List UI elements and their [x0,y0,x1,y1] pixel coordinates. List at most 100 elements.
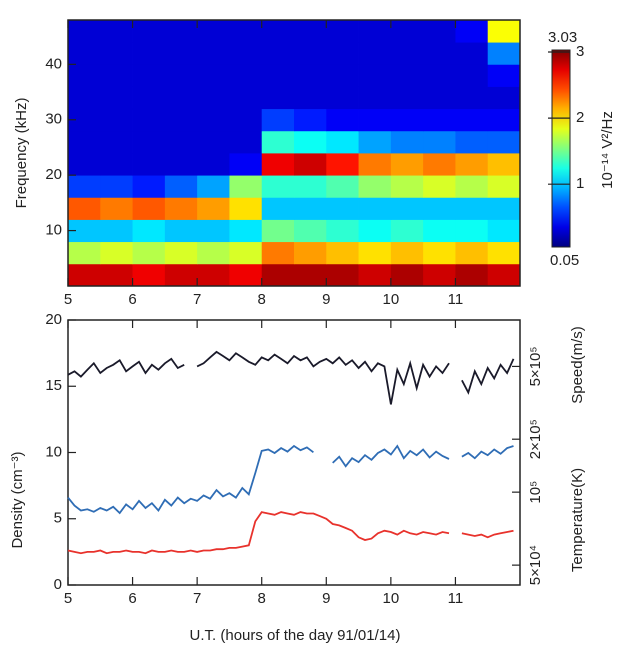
heatmap-cell [68,263,101,287]
heatmap-cell [390,20,424,43]
heatmap-cell [164,153,198,176]
heatmap-cell [164,197,198,220]
heatmap-cell [132,130,166,154]
heatmap-cell [358,197,392,220]
heatmap-cell [261,263,295,287]
heatmap-cell [100,219,133,243]
heatmap-cell [100,108,133,132]
heatmap-cell [261,241,295,265]
heatmap-cell [455,20,489,43]
heatmap-cell [68,86,101,110]
heatmap-cell [326,153,359,176]
heatmap-cell [100,263,133,287]
heatmap-cell [487,108,521,132]
heatmap-cell [358,175,392,198]
heatmap-cell [68,20,101,43]
colorbar-min-label: 0.05 [550,252,579,269]
heatmap-cell [68,64,101,87]
colorbar [551,49,571,248]
y2-tick-label: 2×10⁵ [527,419,544,459]
heatmap-cell [455,219,489,243]
heatmap-cell [455,130,489,154]
x-tick-label: 7 [193,590,201,607]
heatmap-cell [326,219,359,243]
colorbar-tick-label: 3 [576,43,584,60]
heatmap-cell [132,42,166,65]
colorbar-label: 10⁻¹⁴ V²/Hz [599,111,616,189]
heatmap-cell [455,108,489,132]
heatmap-cell [164,42,198,65]
heatmap-cell [164,219,198,243]
heatmap-cell [294,108,327,132]
heatmap-cell [100,86,133,110]
plot-frame [67,19,521,287]
y-tick-label: 10 [45,443,62,460]
heatmap-cell [261,86,295,110]
plot-frame [67,319,521,586]
heatmap-cell [100,20,133,43]
heatmap-cell [197,219,230,243]
heatmap-cell [261,20,295,43]
heatmap-cell [358,20,392,43]
heatmap-cell [132,64,166,87]
heatmap-cell [390,130,424,154]
heatmap-cell [197,108,230,132]
x-tick-label: 9 [322,291,330,308]
colorbar-tick-label: 1 [576,175,584,192]
heatmap-cell [100,153,133,176]
heatmap-cell [68,175,101,198]
heatmap-cell [68,153,101,176]
heatmap-cell [455,86,489,110]
heatmap-cell [423,130,456,154]
heatmap-cell [229,130,263,154]
y3-axis-label: Temperature(K) [569,468,586,572]
heatmap-cell [294,197,327,220]
heatmap-cell [423,20,456,43]
heatmap-cell [197,153,230,176]
heatmap-cell [455,42,489,65]
heatmap-cell [197,20,230,43]
heatmap-cell [229,263,263,287]
heatmap-cell [100,241,133,265]
heatmap-cell [390,197,424,220]
heatmap-cell [423,153,456,176]
y2-tick-label: 5×10⁵ [527,346,544,386]
heatmap-cell [358,130,392,154]
heatmap-cell [358,153,392,176]
heatmap-cell [294,219,327,243]
heatmap-cell [261,64,295,87]
heatmap-cell [132,197,166,220]
y-tick-label: 40 [45,55,62,72]
heatmap-cell [294,64,327,87]
x-tick-label: 7 [193,291,201,308]
heatmap-cell [390,175,424,198]
heatmap-cell [487,130,521,154]
x-tick-label: 11 [448,590,464,607]
heatmap-cell [197,64,230,87]
heatmap-cell [164,241,198,265]
heatmap-cell [132,86,166,110]
heatmap-cell [164,263,198,287]
x-tick-label: 5 [64,590,72,607]
heatmap-cell [132,241,166,265]
y-tick-label: 0 [54,576,62,593]
heatmap-cell [423,64,456,87]
heatmap-cell [326,241,359,265]
heatmap-cell [358,64,392,87]
heatmap-cell [358,108,392,132]
heatmap-cell [229,153,263,176]
heatmap-cell [197,241,230,265]
heatmap-cell [197,86,230,110]
heatmap-cell [294,175,327,198]
heatmap-cell [197,175,230,198]
heatmap-cell [229,86,263,110]
y3-tick-label: 5×10⁴ [527,545,544,585]
heatmap-cell [326,108,359,132]
heatmap-cell [68,241,101,265]
heatmap-cell [455,175,489,198]
x-axis-label: U.T. (hours of the day 91/01/14) [190,627,401,644]
heatmap-cell [197,130,230,154]
heatmap-cell [294,153,327,176]
heatmap-cell [229,108,263,132]
heatmap-cell [132,108,166,132]
